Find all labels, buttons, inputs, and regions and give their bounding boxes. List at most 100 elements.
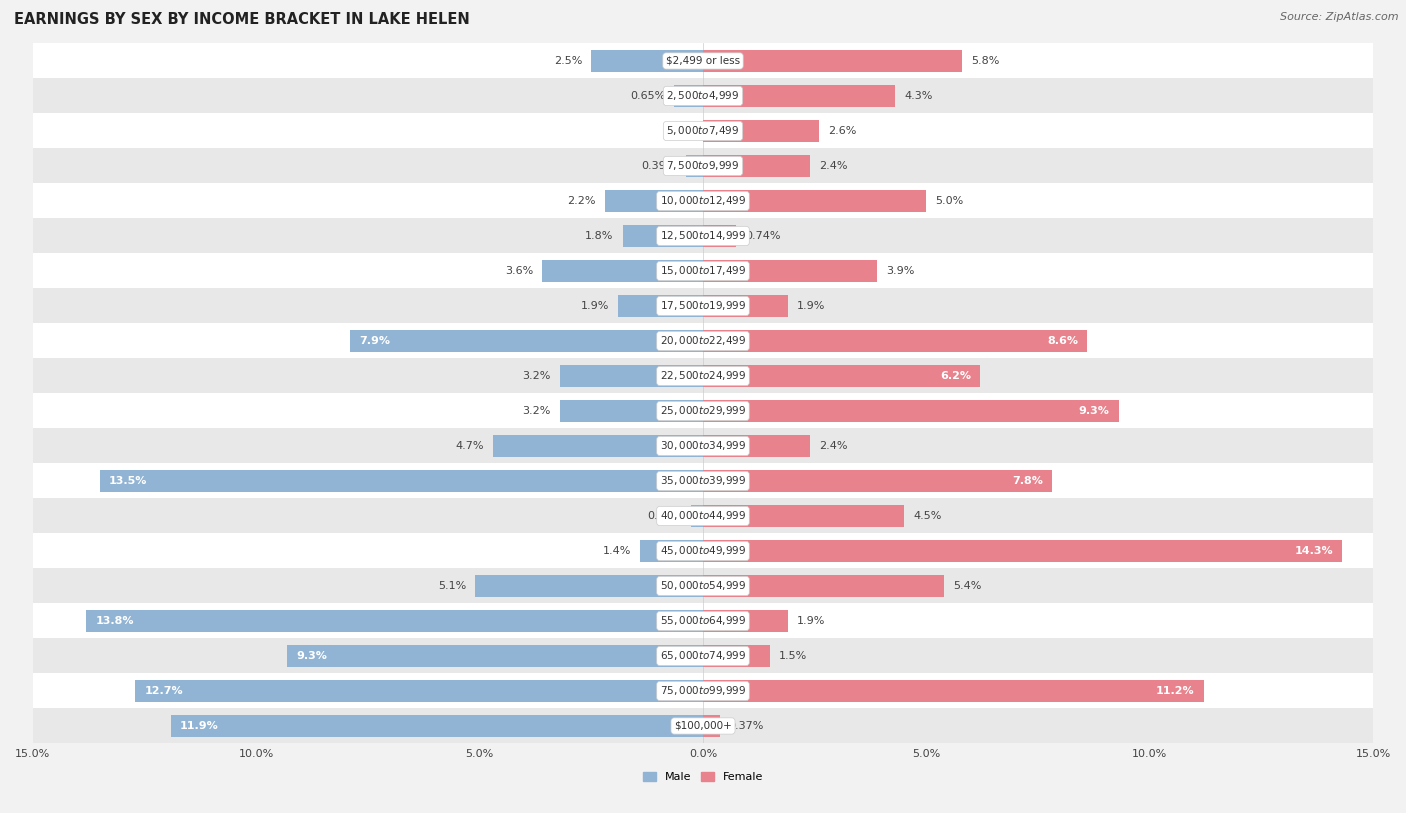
Text: $75,000 to $99,999: $75,000 to $99,999 bbox=[659, 685, 747, 698]
Text: 2.2%: 2.2% bbox=[567, 196, 596, 206]
Text: 11.2%: 11.2% bbox=[1156, 686, 1195, 696]
Text: 5.1%: 5.1% bbox=[437, 581, 467, 591]
Bar bbox=[703, 435, 810, 458]
Bar bbox=[32, 79, 1374, 114]
Bar bbox=[703, 575, 945, 598]
Text: $17,500 to $19,999: $17,500 to $19,999 bbox=[659, 299, 747, 312]
Bar bbox=[32, 184, 1374, 219]
Bar bbox=[640, 540, 703, 563]
Bar bbox=[32, 428, 1374, 463]
Text: 3.6%: 3.6% bbox=[505, 266, 533, 276]
Text: 4.7%: 4.7% bbox=[456, 441, 484, 451]
Bar bbox=[560, 400, 703, 422]
Text: 2.4%: 2.4% bbox=[820, 441, 848, 451]
Bar bbox=[543, 259, 703, 282]
Text: $55,000 to $64,999: $55,000 to $64,999 bbox=[659, 615, 747, 628]
Legend: Male, Female: Male, Female bbox=[638, 767, 768, 787]
Text: $20,000 to $22,499: $20,000 to $22,499 bbox=[659, 334, 747, 347]
Bar bbox=[605, 189, 703, 212]
Bar bbox=[32, 254, 1374, 289]
Text: 0.0%: 0.0% bbox=[666, 126, 695, 136]
Bar bbox=[32, 114, 1374, 149]
Bar bbox=[32, 708, 1374, 743]
Bar bbox=[592, 50, 703, 72]
Bar bbox=[703, 715, 720, 737]
Text: $2,500 to $4,999: $2,500 to $4,999 bbox=[666, 89, 740, 102]
Bar bbox=[32, 324, 1374, 359]
Text: 14.3%: 14.3% bbox=[1295, 546, 1333, 556]
Text: EARNINGS BY SEX BY INCOME BRACKET IN LAKE HELEN: EARNINGS BY SEX BY INCOME BRACKET IN LAK… bbox=[14, 12, 470, 27]
Text: $35,000 to $39,999: $35,000 to $39,999 bbox=[659, 475, 747, 488]
Bar bbox=[703, 259, 877, 282]
Bar bbox=[32, 533, 1374, 568]
Text: 11.9%: 11.9% bbox=[180, 721, 219, 731]
Bar bbox=[703, 189, 927, 212]
Text: 1.5%: 1.5% bbox=[779, 651, 807, 661]
Text: 5.4%: 5.4% bbox=[953, 581, 981, 591]
Text: $7,500 to $9,999: $7,500 to $9,999 bbox=[666, 159, 740, 172]
Bar bbox=[703, 470, 1052, 493]
Text: 1.9%: 1.9% bbox=[797, 616, 825, 626]
Bar bbox=[494, 435, 703, 458]
Bar bbox=[32, 149, 1374, 184]
Bar bbox=[703, 364, 980, 387]
Text: $30,000 to $34,999: $30,000 to $34,999 bbox=[659, 440, 747, 453]
Text: 5.0%: 5.0% bbox=[935, 196, 963, 206]
Bar bbox=[32, 219, 1374, 254]
Bar bbox=[703, 154, 810, 177]
Bar bbox=[619, 294, 703, 317]
Text: 2.6%: 2.6% bbox=[828, 126, 856, 136]
Bar bbox=[703, 645, 770, 667]
Text: 3.9%: 3.9% bbox=[886, 266, 915, 276]
Text: 5.8%: 5.8% bbox=[972, 56, 1000, 66]
Bar bbox=[32, 463, 1374, 498]
Bar bbox=[32, 638, 1374, 673]
Text: 6.2%: 6.2% bbox=[941, 371, 972, 381]
Text: 3.2%: 3.2% bbox=[523, 371, 551, 381]
Bar bbox=[703, 329, 1087, 352]
Bar bbox=[560, 364, 703, 387]
Bar bbox=[32, 568, 1374, 603]
Bar bbox=[703, 680, 1204, 702]
Bar bbox=[703, 400, 1119, 422]
Text: $15,000 to $17,499: $15,000 to $17,499 bbox=[659, 264, 747, 277]
Bar bbox=[32, 673, 1374, 708]
Text: 7.8%: 7.8% bbox=[1012, 476, 1043, 486]
Text: $22,500 to $24,999: $22,500 to $24,999 bbox=[659, 369, 747, 382]
Text: 0.74%: 0.74% bbox=[745, 231, 780, 241]
Bar bbox=[703, 85, 896, 107]
Bar bbox=[623, 224, 703, 247]
Text: 8.6%: 8.6% bbox=[1047, 336, 1078, 346]
Bar bbox=[673, 85, 703, 107]
Text: $10,000 to $12,499: $10,000 to $12,499 bbox=[659, 194, 747, 207]
Text: 0.37%: 0.37% bbox=[728, 721, 763, 731]
Bar bbox=[86, 610, 703, 633]
Text: 2.4%: 2.4% bbox=[820, 161, 848, 171]
Text: 1.9%: 1.9% bbox=[797, 301, 825, 311]
Text: $5,000 to $7,499: $5,000 to $7,499 bbox=[666, 124, 740, 137]
Text: 9.3%: 9.3% bbox=[297, 651, 328, 661]
Bar bbox=[703, 50, 962, 72]
Bar bbox=[32, 289, 1374, 324]
Text: 4.5%: 4.5% bbox=[912, 511, 942, 521]
Bar bbox=[703, 610, 787, 633]
Text: 9.3%: 9.3% bbox=[1078, 406, 1109, 416]
Bar bbox=[32, 498, 1374, 533]
Text: Source: ZipAtlas.com: Source: ZipAtlas.com bbox=[1281, 12, 1399, 22]
Text: 1.8%: 1.8% bbox=[585, 231, 613, 241]
Text: 4.3%: 4.3% bbox=[904, 91, 932, 101]
Text: $50,000 to $54,999: $50,000 to $54,999 bbox=[659, 580, 747, 593]
Text: $65,000 to $74,999: $65,000 to $74,999 bbox=[659, 650, 747, 663]
Text: 7.9%: 7.9% bbox=[359, 336, 389, 346]
Text: 1.4%: 1.4% bbox=[603, 546, 631, 556]
Bar bbox=[32, 359, 1374, 393]
Text: $2,499 or less: $2,499 or less bbox=[666, 56, 740, 66]
Bar bbox=[32, 603, 1374, 638]
Text: 3.2%: 3.2% bbox=[523, 406, 551, 416]
Text: $45,000 to $49,999: $45,000 to $49,999 bbox=[659, 545, 747, 558]
Text: 2.5%: 2.5% bbox=[554, 56, 582, 66]
Text: $100,000+: $100,000+ bbox=[673, 721, 733, 731]
Bar bbox=[703, 224, 737, 247]
Text: $12,500 to $14,999: $12,500 to $14,999 bbox=[659, 229, 747, 242]
Text: 12.7%: 12.7% bbox=[145, 686, 183, 696]
